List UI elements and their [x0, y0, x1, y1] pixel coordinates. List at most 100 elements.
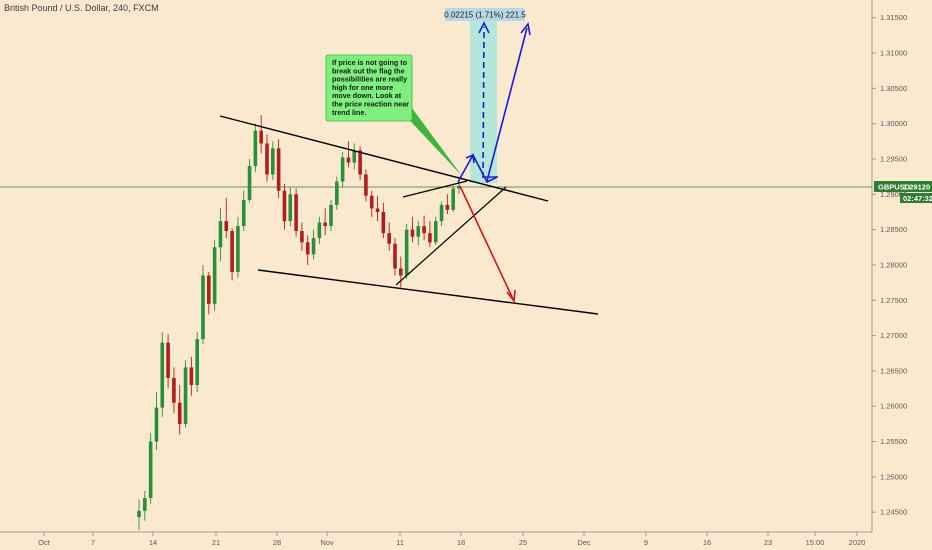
candle-up	[236, 226, 240, 273]
price-tick-label: 1.30000	[880, 119, 907, 128]
time-tick-label: Oct	[38, 538, 51, 547]
candle-down	[189, 367, 194, 386]
candle-up	[340, 157, 345, 182]
candle-up	[317, 222, 322, 239]
price-tick-label: 1.26000	[880, 402, 907, 411]
note-line: move down. Look at	[332, 91, 402, 100]
candle-up	[183, 367, 188, 424]
price-tick-label: 1.27500	[880, 296, 907, 305]
candle-down	[399, 268, 403, 276]
symbol-price-tag	[874, 181, 932, 192]
candle-up	[148, 441, 153, 499]
bar-countdown: 02:47:32	[903, 194, 932, 203]
price-tick-label: 1.29500	[880, 154, 907, 163]
note-line: the price reaction near	[332, 100, 409, 109]
note-line: break out the flag the	[332, 66, 405, 75]
candle-down	[445, 204, 450, 210]
lower-trendline[interactable]	[257, 269, 599, 315]
price-tick-label: 1.29000	[880, 190, 907, 199]
time-tick-label: 18	[457, 538, 465, 547]
candle-up	[160, 342, 165, 408]
candle-up	[154, 407, 159, 442]
candle-down	[259, 130, 263, 144]
candle-down	[375, 208, 380, 212]
candle-down	[276, 148, 281, 191]
candle-down	[381, 211, 386, 234]
price-axis-panel[interactable]	[872, 0, 932, 532]
time-tick-label: Dec	[577, 538, 591, 547]
candle-up	[212, 247, 217, 304]
price-tick-label: 1.31000	[880, 48, 907, 57]
chart-title: British Pound / U.S. Dollar, 240, FXCM	[4, 3, 159, 13]
candle-down	[369, 195, 374, 209]
current-price-value: 1.29120	[903, 183, 930, 192]
candle-up	[247, 166, 252, 200]
candle-up	[195, 339, 199, 386]
candle-down	[177, 402, 182, 424]
candle-up	[143, 498, 147, 511]
candle-down	[305, 242, 310, 255]
candle-up	[404, 229, 409, 276]
measure-label: 0.02215 (1.71%) 221.5	[444, 11, 526, 20]
candle-down	[364, 174, 368, 196]
symbol-tag-label: GBPUSD	[878, 183, 911, 192]
candle-down	[265, 143, 269, 175]
note-line: possibilities are really	[332, 75, 407, 84]
wedge-bottom-line[interactable]	[395, 186, 507, 286]
time-tick-label: 28	[273, 538, 281, 547]
price-tick-label: 1.27000	[880, 331, 907, 340]
time-tick-label: 25	[519, 538, 527, 547]
candle-down	[300, 231, 304, 243]
candle-down	[428, 233, 432, 243]
analysis-note-box[interactable]	[325, 54, 413, 122]
candle-down	[172, 377, 176, 403]
candle-up	[433, 221, 438, 243]
candle-down	[207, 275, 211, 304]
candle-down	[358, 150, 362, 175]
price-tick-label: 1.25000	[880, 472, 907, 481]
price-tick-label: 1.24500	[880, 508, 907, 517]
time-tick-label: 7	[91, 538, 95, 547]
price-tick-label: 1.30500	[880, 84, 907, 93]
bullish-scenario-arrows[interactable]	[457, 21, 531, 184]
price-tick-label: 1.25500	[880, 437, 907, 446]
price-tick-label: 1.28500	[880, 225, 907, 234]
candle-up	[288, 194, 293, 222]
price-axis-ticks: 1.31500 1.31000 1.30500 1.30000 1.29500 1.290…	[872, 13, 907, 517]
candle-down	[346, 157, 351, 163]
time-tick-label: 9	[644, 538, 648, 547]
wedge-top-line[interactable]	[402, 180, 468, 198]
candle-down	[393, 243, 397, 269]
time-tick-label: 11	[396, 538, 404, 547]
candle-down	[224, 221, 229, 232]
time-tick-label: 21	[212, 538, 220, 547]
candle-down	[410, 229, 415, 237]
price-tick-label: 1.28000	[880, 260, 907, 269]
price-tick-label: 1.31500	[880, 13, 907, 22]
note-line: trend line.	[332, 108, 366, 117]
measure-label-box	[445, 8, 525, 21]
candle-up	[352, 150, 357, 163]
candle-up	[218, 221, 223, 248]
upper-trendline[interactable]	[219, 115, 549, 202]
candle-up	[335, 181, 339, 205]
candle-up	[329, 204, 333, 227]
time-tick-label: 14	[149, 538, 157, 547]
candlestick-series	[137, 115, 461, 530]
candle-up	[451, 188, 455, 210]
time-tick-label: 16	[703, 538, 711, 547]
candle-up	[201, 275, 205, 340]
note-line: If price is not going to	[332, 58, 408, 67]
candle-up	[416, 226, 421, 237]
candle-down	[422, 226, 426, 234]
countdown-tag	[900, 193, 932, 203]
candle-up	[253, 130, 258, 167]
candle-up	[311, 238, 316, 255]
bearish-scenario-arrow[interactable]	[459, 185, 516, 304]
candle-down	[166, 342, 170, 378]
candle-up	[271, 148, 275, 175]
candle-up	[457, 185, 461, 189]
candle-down	[294, 194, 298, 232]
